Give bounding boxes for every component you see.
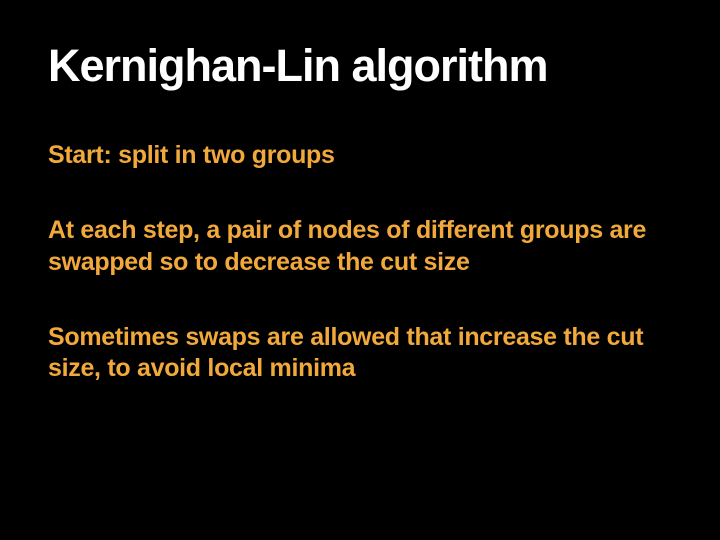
slide-paragraph-2: At each step, a pair of nodes of differe… (48, 215, 672, 278)
slide-paragraph-3: Sometimes swaps are allowed that increas… (48, 322, 672, 385)
slide-title: Kernighan-Lin algorithm (48, 40, 672, 92)
slide-container: Kernighan-Lin algorithm Start: split in … (0, 0, 720, 540)
slide-paragraph-1: Start: split in two groups (48, 140, 672, 171)
